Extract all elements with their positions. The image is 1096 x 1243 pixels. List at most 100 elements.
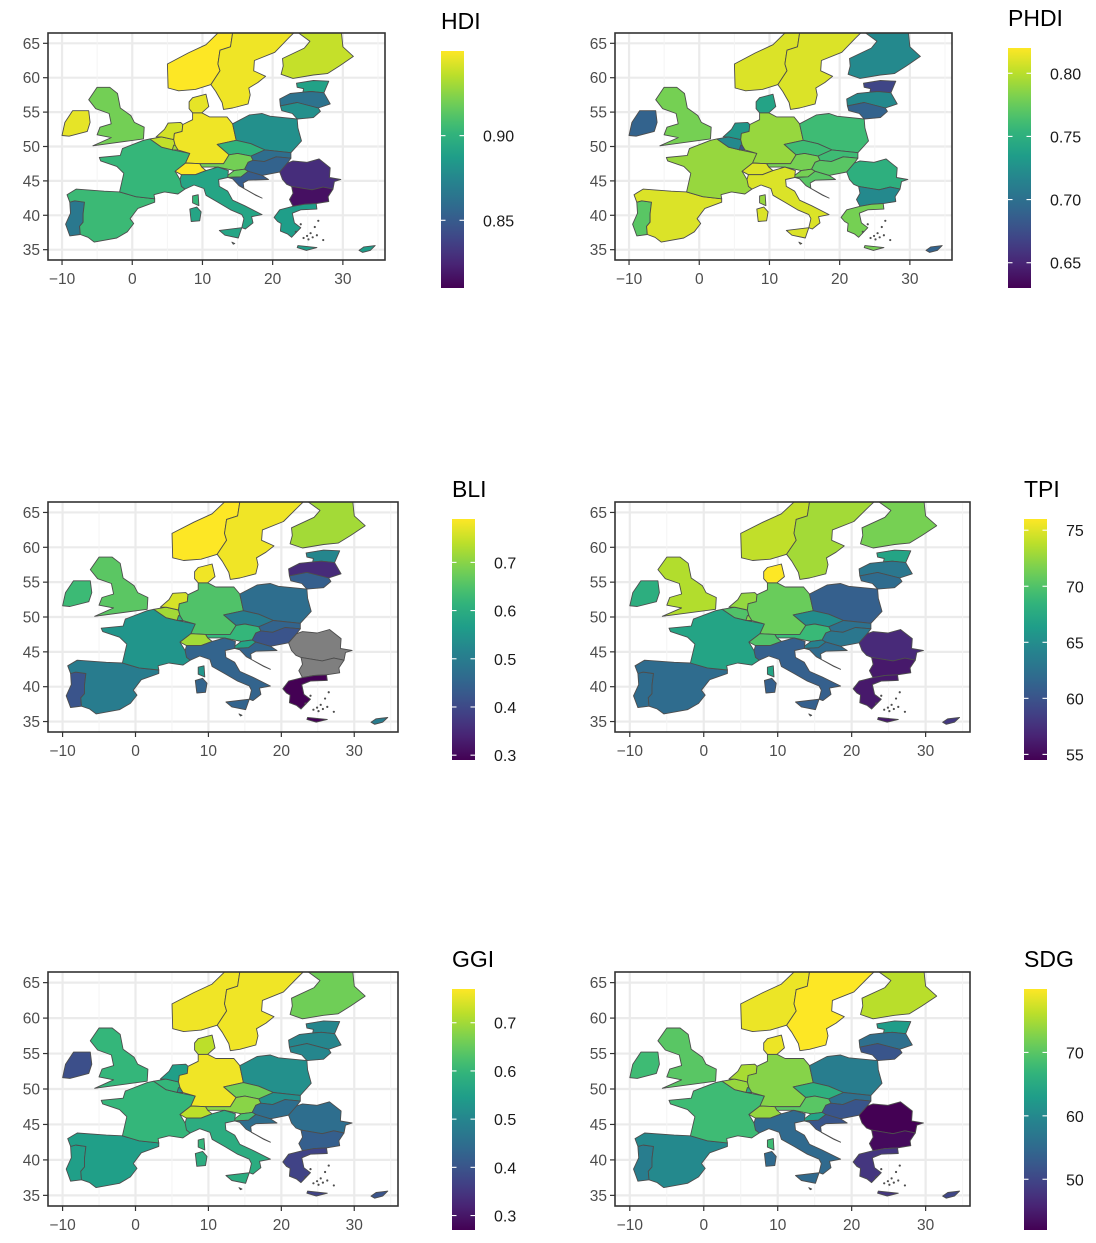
country-mt — [238, 1187, 243, 1191]
islet — [880, 225, 883, 229]
islet — [307, 238, 310, 241]
islet — [305, 234, 309, 238]
islet — [869, 236, 872, 240]
country-mt — [808, 713, 813, 717]
country-sic — [785, 227, 810, 239]
legend-ggi: GGI 0.3 0.4 0.5 0.6 0.7 — [452, 946, 516, 1230]
map-panel-bli: 35 40 45 50 55 60 65 −10 0 10 20 30 BLI 0.3 0.4 0.5 0.6 0… — [23, 476, 517, 765]
islet — [317, 709, 320, 713]
y-axis: 35 40 45 50 55 60 65 — [590, 505, 615, 731]
x-tick-label: −10 — [616, 271, 643, 288]
y-tick-label: 35 — [590, 1188, 607, 1205]
y-tick-label: 60 — [23, 540, 41, 557]
country-shapes — [629, 502, 961, 725]
y-tick-label: 35 — [590, 714, 607, 731]
y-tick-label: 50 — [23, 610, 41, 627]
islet — [309, 694, 312, 697]
x-axis: −10 0 10 20 30 — [617, 1206, 935, 1234]
country-shapes — [628, 33, 943, 253]
country-gr — [852, 674, 899, 710]
y-tick-label: 60 — [590, 70, 608, 87]
legend-title: GGI — [452, 946, 494, 972]
colorbar-label: 0.6 — [494, 1064, 516, 1081]
country-cor — [197, 665, 206, 678]
x-tick-label: 20 — [273, 743, 291, 760]
x-tick-label: 30 — [346, 743, 364, 760]
y-tick-label: 55 — [23, 105, 40, 122]
country-fi — [860, 972, 938, 1020]
islet — [903, 710, 907, 713]
x-tick-label: 0 — [699, 1217, 708, 1234]
legend-sdg: SDG 50 60 70 — [1024, 946, 1084, 1230]
country-cor — [759, 194, 767, 207]
y-tick-label: 65 — [23, 505, 40, 522]
islet — [884, 219, 887, 222]
map-panel-hdi: 35 40 45 50 55 60 65 −10 0 10 20 30 HDI 0.85 0.90 — [23, 8, 514, 288]
colorbar-label: 65 — [1066, 635, 1084, 652]
x-axis: −10 0 10 20 30 — [49, 732, 363, 760]
country-shapes — [62, 502, 389, 725]
y-tick-label: 65 — [23, 975, 40, 992]
country-lt — [279, 102, 321, 120]
x-tick-label: 20 — [843, 1217, 861, 1234]
country-gb — [89, 1027, 149, 1089]
colorbar — [452, 519, 475, 760]
country-lt — [859, 571, 903, 590]
islet — [894, 1170, 898, 1174]
islet — [294, 230, 297, 233]
country-ro — [279, 158, 342, 191]
y-axis: 35 40 45 50 55 60 65 — [590, 975, 615, 1205]
y-tick-label: 40 — [23, 679, 41, 696]
islet — [332, 1184, 335, 1187]
islet — [897, 1179, 900, 1182]
y-tick-label: 60 — [590, 540, 608, 557]
country-cy — [358, 245, 376, 253]
colorbar-label: 0.85 — [483, 213, 514, 230]
islet — [326, 1179, 329, 1182]
x-tick-label: 10 — [761, 271, 779, 288]
country-hr — [234, 1114, 278, 1143]
country-dk — [188, 93, 210, 114]
islet — [321, 707, 324, 711]
map-panel-sdg: 35 40 45 50 55 60 65 −10 0 10 20 30 SDG 50 60 70 — [590, 946, 1084, 1234]
country-ro — [846, 158, 909, 191]
islet — [874, 238, 877, 241]
x-tick-label: 30 — [901, 271, 919, 288]
country-gb — [657, 1027, 717, 1089]
x-tick-label: 0 — [699, 743, 708, 760]
country-crete — [306, 716, 328, 723]
x-tick-label: 20 — [831, 271, 849, 288]
country-ie — [629, 580, 660, 607]
country-mt — [231, 241, 236, 245]
islet — [317, 1183, 320, 1186]
legend-phdi: PHDI 0.65 0.70 0.75 0.80 — [1008, 5, 1081, 288]
country-gr — [282, 1147, 328, 1184]
country-se — [786, 972, 875, 1052]
x-tick-label: 10 — [194, 271, 212, 288]
islet — [326, 705, 329, 709]
country-se — [216, 502, 304, 580]
y-tick-label: 35 — [590, 242, 607, 259]
country-cor — [192, 194, 200, 207]
country-dk — [763, 1034, 785, 1055]
legend-hdi: HDI 0.85 0.90 — [441, 8, 514, 288]
colorbar — [1024, 519, 1047, 760]
islet — [874, 702, 878, 705]
islet — [319, 1177, 322, 1180]
y-tick-label: 40 — [590, 208, 608, 225]
y-tick-label: 60 — [590, 1011, 608, 1028]
colorbar — [1024, 989, 1047, 1230]
country-bg — [298, 1129, 345, 1152]
country-shapes — [61, 33, 376, 253]
country-sic — [225, 698, 250, 711]
country-gr — [282, 674, 328, 710]
country-dk — [194, 563, 216, 584]
islet — [888, 709, 891, 713]
country-dk — [763, 563, 785, 584]
x-tick-label: 30 — [917, 1217, 935, 1234]
y-tick-label: 65 — [590, 505, 607, 522]
country-fi — [847, 33, 921, 79]
colorbar-label: 0.5 — [494, 1112, 516, 1129]
country-ro — [858, 629, 924, 662]
